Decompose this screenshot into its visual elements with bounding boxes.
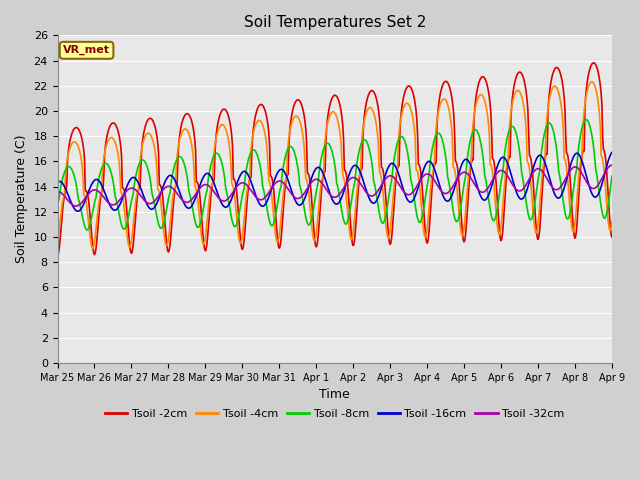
Tsoil -32cm xyxy=(122,190,129,195)
Tsoil -32cm xyxy=(178,196,186,202)
Tsoil -4cm xyxy=(122,216,129,222)
Tsoil -8cm xyxy=(83,227,91,233)
Tsoil -4cm xyxy=(608,219,616,225)
Tsoil -2cm xyxy=(206,200,214,206)
Tsoil -16cm xyxy=(608,149,616,155)
Title: Soil Temperatures Set 2: Soil Temperatures Set 2 xyxy=(244,15,426,30)
Tsoil -8cm xyxy=(419,210,427,216)
Line: Tsoil -16cm: Tsoil -16cm xyxy=(58,152,612,211)
Tsoil -16cm xyxy=(54,180,61,185)
Tsoil -4cm xyxy=(64,155,72,161)
Tsoil -2cm xyxy=(54,253,61,259)
Line: Tsoil -4cm: Tsoil -4cm xyxy=(58,82,612,248)
Tsoil -8cm xyxy=(64,164,72,170)
Tsoil -2cm xyxy=(402,86,410,92)
Tsoil -32cm xyxy=(207,185,215,191)
Tsoil -8cm xyxy=(582,117,590,122)
Tsoil -2cm xyxy=(121,189,129,194)
Tsoil -16cm xyxy=(122,187,129,193)
Line: Tsoil -2cm: Tsoil -2cm xyxy=(58,63,612,256)
Tsoil -32cm xyxy=(72,203,80,209)
Tsoil -16cm xyxy=(178,195,186,201)
Tsoil -2cm xyxy=(419,185,426,191)
Line: Tsoil -32cm: Tsoil -32cm xyxy=(58,165,612,206)
Tsoil -16cm xyxy=(207,174,215,180)
Tsoil -4cm xyxy=(89,245,97,251)
Tsoil -8cm xyxy=(178,155,186,161)
Tsoil -32cm xyxy=(64,197,72,203)
Tsoil -8cm xyxy=(207,162,215,168)
Tsoil -4cm xyxy=(54,240,61,246)
Tsoil -8cm xyxy=(608,173,616,179)
Text: VR_met: VR_met xyxy=(63,45,110,55)
Tsoil -4cm xyxy=(178,131,186,136)
Tsoil -2cm xyxy=(589,60,597,66)
Y-axis label: Soil Temperature (C): Soil Temperature (C) xyxy=(15,135,28,264)
Tsoil -8cm xyxy=(122,225,129,231)
Legend: Tsoil -2cm, Tsoil -4cm, Tsoil -8cm, Tsoil -16cm, Tsoil -32cm: Tsoil -2cm, Tsoil -4cm, Tsoil -8cm, Tsoi… xyxy=(100,404,569,423)
Tsoil -16cm xyxy=(74,208,81,214)
Tsoil -4cm xyxy=(588,79,596,84)
Tsoil -8cm xyxy=(403,146,411,152)
Tsoil -8cm xyxy=(54,202,61,207)
Tsoil -4cm xyxy=(207,185,215,191)
Tsoil -4cm xyxy=(403,100,411,106)
Tsoil -2cm xyxy=(608,234,616,240)
Tsoil -32cm xyxy=(54,189,61,194)
Tsoil -2cm xyxy=(177,125,185,131)
Tsoil -16cm xyxy=(64,191,72,196)
Tsoil -16cm xyxy=(403,196,411,202)
Tsoil -2cm xyxy=(64,157,72,163)
Tsoil -32cm xyxy=(403,192,411,197)
Tsoil -32cm xyxy=(419,174,427,180)
Line: Tsoil -8cm: Tsoil -8cm xyxy=(58,120,612,230)
X-axis label: Time: Time xyxy=(319,388,350,401)
Tsoil -32cm xyxy=(608,162,616,168)
Tsoil -4cm xyxy=(419,223,427,228)
Tsoil -16cm xyxy=(419,168,427,174)
